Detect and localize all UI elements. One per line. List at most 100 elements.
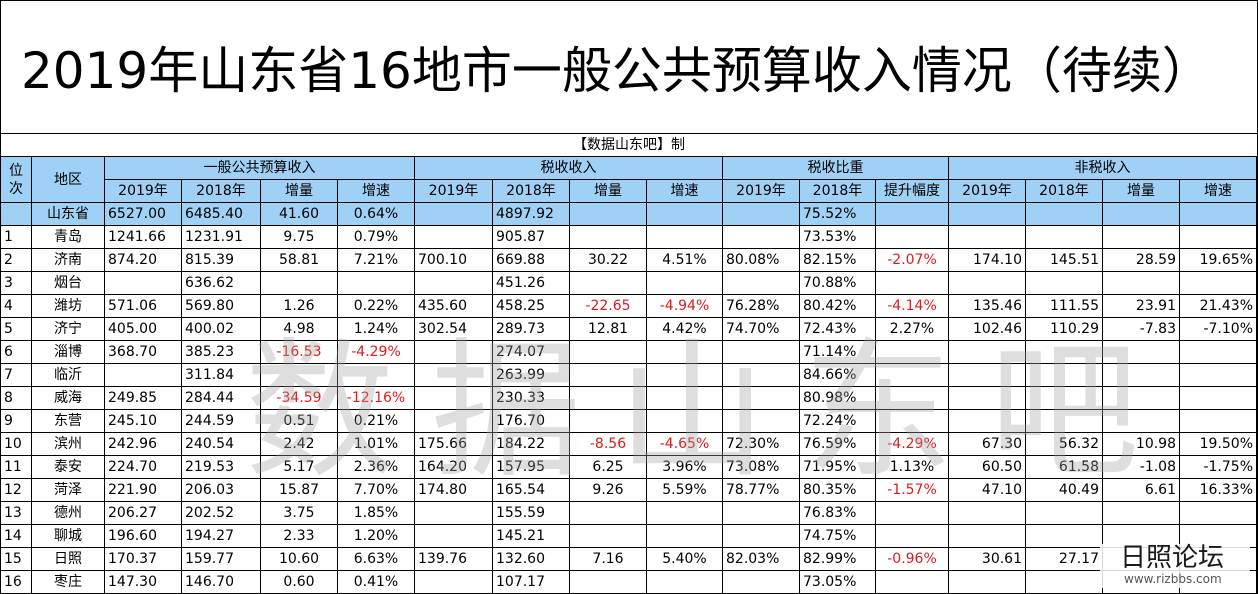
value-cell: 19.65% xyxy=(1179,248,1257,272)
rank-cell: 10 xyxy=(0,432,32,456)
value-cell: 206.27 xyxy=(104,501,182,525)
value-cell: 135.46 xyxy=(948,294,1026,318)
table-row: 1 青岛 1241.66 1231.91 9.75 0.79% 905.87 73.53% xyxy=(0,225,1257,249)
value-cell: 9.26 xyxy=(569,478,647,502)
value-cell xyxy=(875,363,949,387)
value-cell: -8.56 xyxy=(569,432,647,456)
value-cell: 206.03 xyxy=(181,478,261,502)
header-sub: 增量 xyxy=(260,179,338,203)
value-cell xyxy=(1102,340,1180,364)
value-cell xyxy=(1025,202,1103,226)
value-cell xyxy=(569,202,647,226)
value-cell: -7.10% xyxy=(1179,317,1257,341)
header-rank: 位次 xyxy=(0,156,32,203)
value-cell xyxy=(722,271,800,295)
value-cell xyxy=(948,225,1026,249)
table-row: 16 枣庄 147.30 146.70 0.60 0.41% 107.17 73.05% xyxy=(0,570,1257,594)
value-cell xyxy=(1102,501,1180,525)
table-row: 10 滨州 242.96 240.54 2.42 1.01% 175.66 184.22 -8.… xyxy=(0,432,1257,456)
value-cell: -12.16% xyxy=(337,386,415,410)
value-cell xyxy=(1179,409,1257,433)
rank-cell: 5 xyxy=(0,317,32,341)
region-cell: 枣庄 xyxy=(31,570,105,594)
value-cell: 0.60 xyxy=(260,570,338,594)
region-cell: 日照 xyxy=(31,547,105,571)
value-cell xyxy=(722,202,800,226)
value-cell: -4.94% xyxy=(646,294,723,318)
value-cell: 73.08% xyxy=(722,455,800,479)
value-cell: 249.85 xyxy=(104,386,182,410)
value-cell: 70.88% xyxy=(799,271,876,295)
rank-cell: 3 xyxy=(0,271,32,295)
value-cell xyxy=(1179,225,1257,249)
header-rank-text: 位次 xyxy=(9,162,23,197)
value-cell: 7.70% xyxy=(337,478,415,502)
table-row: 13 德州 206.27 202.52 3.75 1.85% 155.59 76.83% xyxy=(0,501,1257,525)
rank-cell: 9 xyxy=(0,409,32,433)
value-cell: 0.51 xyxy=(260,409,338,433)
value-cell: 905.87 xyxy=(492,225,570,249)
region-cell: 济宁 xyxy=(31,317,105,341)
table-row: 7 临沂 311.84 263.99 84.66% xyxy=(0,363,1257,387)
value-cell: 145.21 xyxy=(492,524,570,548)
value-cell: 82.03% xyxy=(722,547,800,571)
value-cell: 669.88 xyxy=(492,248,570,272)
value-cell: 102.46 xyxy=(948,317,1026,341)
header-sub: 增量 xyxy=(569,179,647,203)
region-cell: 青岛 xyxy=(31,225,105,249)
region-cell: 潍坊 xyxy=(31,294,105,318)
value-cell: 221.90 xyxy=(104,478,182,502)
value-cell: 147.30 xyxy=(104,570,182,594)
value-cell xyxy=(569,225,647,249)
value-cell: 76.59% xyxy=(799,432,876,456)
value-cell: 82.15% xyxy=(799,248,876,272)
value-cell: -2.07% xyxy=(875,248,949,272)
value-cell xyxy=(104,271,182,295)
value-cell: 175.66 xyxy=(414,432,493,456)
value-cell: 6.25 xyxy=(569,455,647,479)
rank-cell: 13 xyxy=(0,501,32,525)
value-cell: 30.22 xyxy=(569,248,647,272)
value-cell xyxy=(948,524,1026,548)
site-logo: 日照论坛 www.rizbbs.com xyxy=(1100,544,1250,588)
table-row: 3 烟台 636.62 451.26 70.88% xyxy=(0,271,1257,295)
value-cell: 451.26 xyxy=(492,271,570,295)
value-cell: 0.64% xyxy=(337,202,415,226)
value-cell: 23.91 xyxy=(1102,294,1180,318)
value-cell: 170.37 xyxy=(104,547,182,571)
value-cell: 28.59 xyxy=(1102,248,1180,272)
rank-cell: 12 xyxy=(0,478,32,502)
header-sub: 2019年 xyxy=(414,179,493,203)
value-cell: 196.60 xyxy=(104,524,182,548)
value-cell xyxy=(722,501,800,525)
value-cell xyxy=(722,363,800,387)
value-cell: 107.17 xyxy=(492,570,570,594)
value-cell: 47.10 xyxy=(948,478,1026,502)
value-cell: 0.41% xyxy=(337,570,415,594)
table-row: 6 淄博 368.70 385.23 -16.53 -4.29% 274.07 71.14% xyxy=(0,340,1257,364)
value-cell xyxy=(1025,363,1103,387)
value-cell: 10.60 xyxy=(260,547,338,571)
value-cell: 405.00 xyxy=(104,317,182,341)
value-cell xyxy=(414,271,493,295)
header-group-general: 一般公共预算收入 xyxy=(104,156,415,180)
value-cell xyxy=(875,271,949,295)
value-cell xyxy=(1025,271,1103,295)
value-cell xyxy=(1179,202,1257,226)
value-cell xyxy=(414,501,493,525)
value-cell: 41.60 xyxy=(260,202,338,226)
revenue-table: 位次 地区 一般公共预算收入 税收收入 税收比重 非税收入 2019年 2018… xyxy=(0,156,1257,594)
value-cell: 73.53% xyxy=(799,225,876,249)
value-cell xyxy=(1102,363,1180,387)
value-cell: 165.54 xyxy=(492,478,570,502)
header-sub: 增速 xyxy=(646,179,723,203)
table-row: 14 聊城 196.60 194.27 2.33 1.20% 145.21 74.75% xyxy=(0,524,1257,548)
value-cell: 7.16 xyxy=(569,547,647,571)
value-cell: 15.87 xyxy=(260,478,338,502)
title-text: 2019年山东省16地市一般公共预算收入情况（待续） xyxy=(21,42,1212,100)
value-cell xyxy=(1025,570,1103,594)
value-cell: 145.51 xyxy=(1025,248,1103,272)
value-cell: 194.27 xyxy=(181,524,261,548)
value-cell: 435.60 xyxy=(414,294,493,318)
header-sub: 2018年 xyxy=(799,179,876,203)
